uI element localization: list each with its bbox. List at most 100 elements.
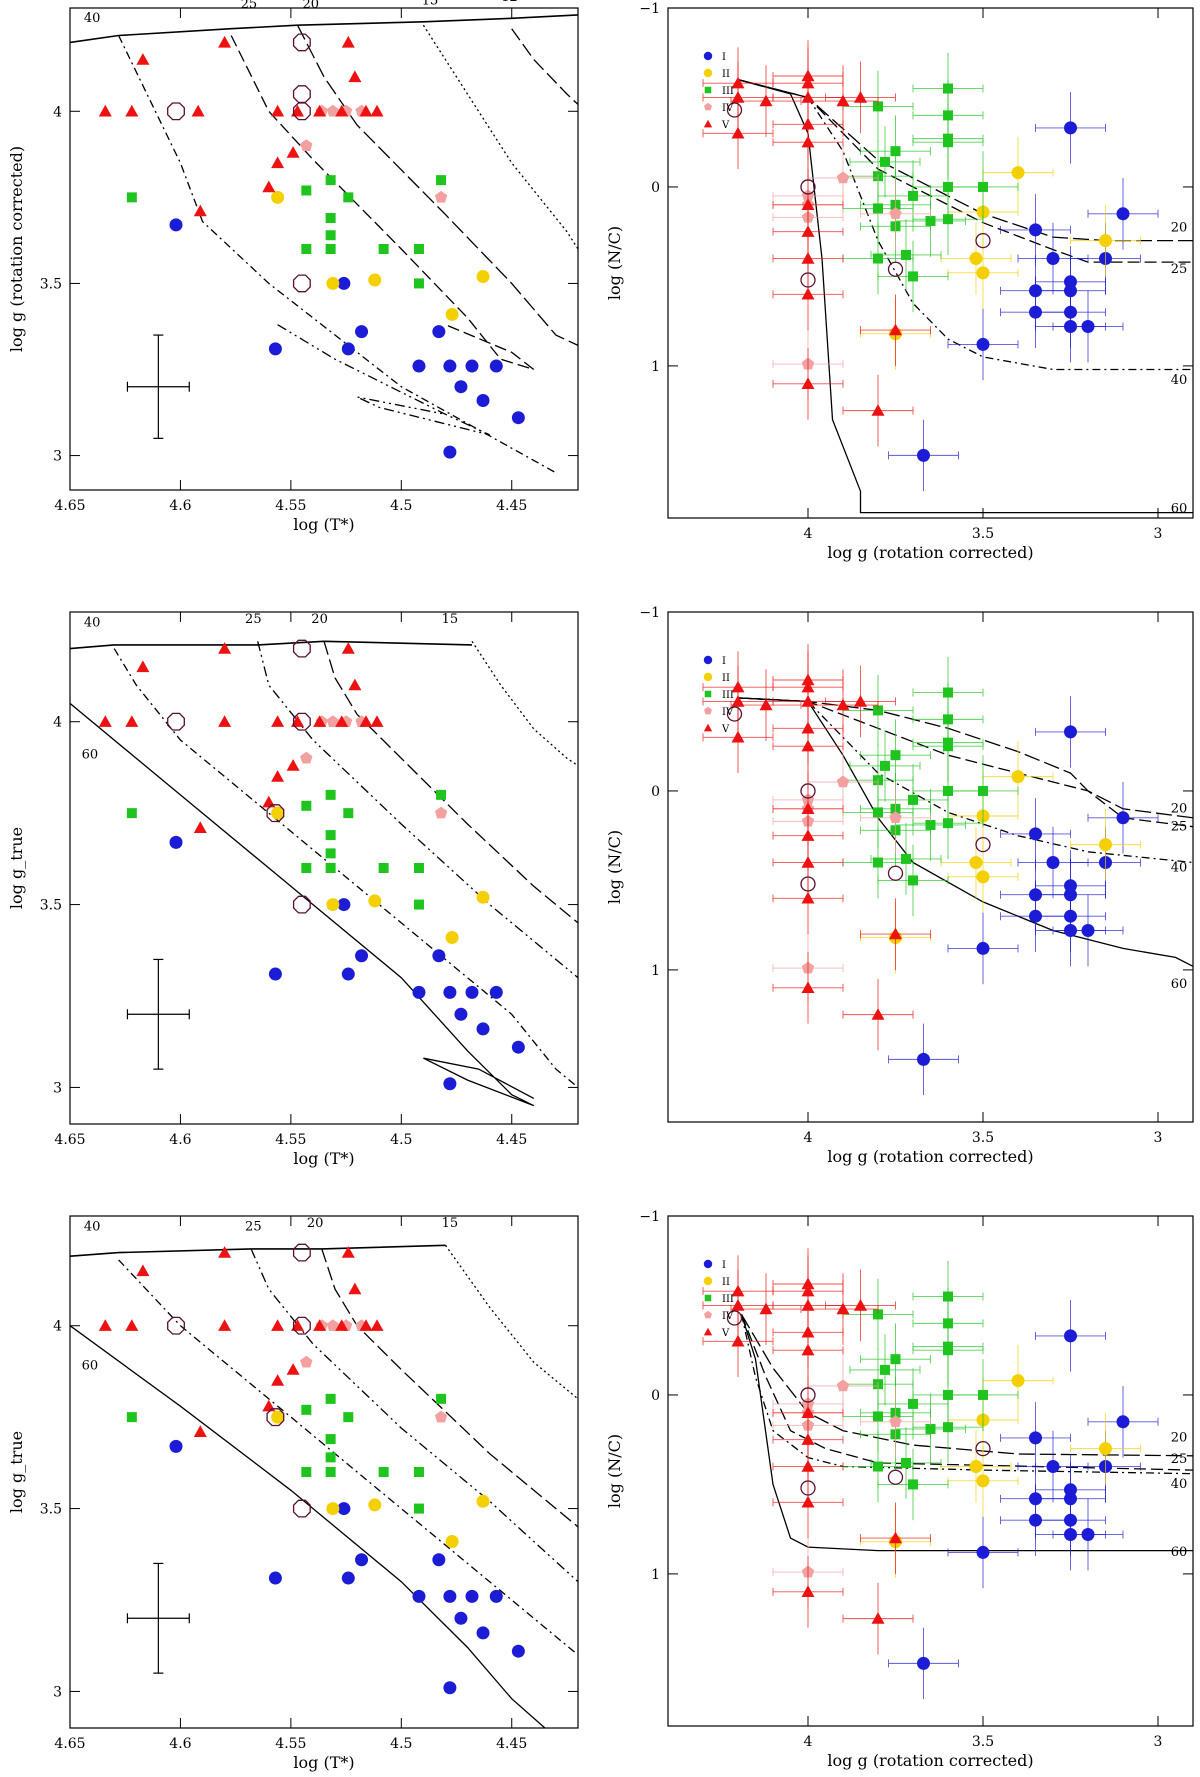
data-point: [193, 204, 207, 217]
legend-label-i: I: [722, 52, 726, 63]
data-point: [335, 1319, 349, 1331]
series-ii: [271, 806, 490, 944]
data-point: [300, 1355, 313, 1368]
y-axis-label: log g (rotation corrected): [7, 146, 26, 352]
data-point: [476, 393, 490, 407]
legend-marker-i: [703, 1259, 713, 1269]
data-point: [908, 794, 918, 805]
legend-marker-iv: [704, 1310, 712, 1319]
y-tick-label: 4: [53, 715, 62, 731]
data-point: [726, 1310, 743, 1326]
data-point: [348, 70, 362, 83]
chart-panel-3: 4.65 4.6 4.55 4.5 4.45 3 3.5 4 log (T*) log g_tru…: [7, 611, 579, 1168]
data-point: [511, 411, 525, 425]
track-25-msun: [740, 1314, 1193, 1471]
data-point: [443, 985, 457, 999]
data-point: [169, 218, 183, 232]
legend-label-i: I: [722, 656, 726, 667]
data-point: [271, 104, 285, 117]
plot-frame: [69, 7, 579, 491]
data-point: [476, 1022, 490, 1036]
legend-label-iii: III: [722, 86, 734, 97]
data-point: [337, 1502, 351, 1516]
x-tick-label: 4.55: [275, 498, 306, 514]
series-i: [169, 835, 525, 1091]
data-point: [445, 1534, 459, 1548]
track-label: 40: [1171, 1477, 1188, 1492]
data-point: [348, 1282, 362, 1295]
y-tick-label: −1: [639, 1209, 660, 1225]
track-40-msun: [113, 648, 578, 1088]
series-iii: [126, 789, 447, 910]
data-point: [413, 899, 424, 910]
data-point: [943, 687, 953, 698]
chart-panel-1: 4.65 4.6 4.55 4.5 4.45 3 3.5 4 log (T*) log g (ro…: [7, 0, 579, 534]
data-point: [854, 1299, 867, 1311]
data-point: [413, 1503, 424, 1514]
track-25-msun: [737, 78, 1193, 263]
track-label: 20: [302, 0, 319, 12]
data-point: [1064, 879, 1077, 893]
series-unclassified: [726, 102, 991, 288]
x-tick-label: 4.45: [496, 1736, 527, 1752]
data-point: [976, 337, 990, 351]
legend-marker-v: [703, 723, 713, 732]
data-point: [465, 359, 479, 373]
data-point: [436, 175, 447, 186]
data-point: [368, 273, 382, 287]
data-point: [759, 94, 773, 107]
data-point: [925, 215, 936, 226]
y-tick-label: 3: [53, 1080, 62, 1096]
chart-panel-6: 4 3.5 3 −1 0 1 log g (rotation corrected) log (…: [605, 1209, 1194, 1770]
legend-marker-ii: [703, 672, 713, 682]
data-point: [292, 712, 311, 731]
data-point: [854, 695, 867, 707]
data-point: [325, 175, 336, 186]
data-point: [880, 1364, 890, 1375]
x-tick-label: 3.5: [972, 1130, 994, 1146]
data-point: [978, 1389, 988, 1400]
y-tick-label: 3.5: [40, 898, 62, 914]
data-point: [325, 1434, 336, 1445]
data-point: [887, 261, 904, 277]
data-point: [300, 751, 313, 764]
legend-label-iv: IV: [722, 707, 734, 718]
data-point: [489, 1589, 503, 1603]
track-label: 12: [501, 0, 518, 5]
data-point: [943, 83, 953, 94]
plot-frame: [667, 611, 1194, 1123]
data-point: [880, 156, 890, 167]
data-point: [335, 715, 349, 727]
data-point: [873, 101, 883, 112]
x-tick-label: 4.6: [169, 1736, 191, 1752]
data-point: [1099, 1442, 1112, 1456]
plot-area: [70, 1243, 578, 1728]
track-label: 25: [1171, 1452, 1188, 1467]
x-tick-label: 4.5: [390, 1132, 412, 1148]
typical-error-bar: [126, 958, 190, 1070]
y-tick-label: 3: [53, 1684, 62, 1700]
data-point: [378, 244, 389, 254]
y-axis-label: log g_true: [7, 827, 26, 909]
data-point: [443, 1681, 457, 1695]
track-20-msun: [296, 24, 578, 346]
series-iv: [300, 104, 448, 203]
data-point: [432, 949, 446, 963]
data-point: [434, 806, 448, 819]
data-point: [169, 1439, 183, 1453]
x-tick-label: 4: [804, 1734, 813, 1750]
data-point: [443, 445, 457, 459]
data-point: [1064, 1329, 1077, 1343]
data-point: [325, 848, 336, 859]
data-point: [975, 836, 991, 853]
data-point: [266, 1408, 285, 1427]
y-tick-label: 4: [53, 1319, 62, 1335]
data-point: [976, 870, 990, 884]
data-point: [800, 783, 816, 799]
track-label: 40: [84, 616, 101, 631]
data-point: [1029, 1431, 1042, 1445]
data-point: [268, 1571, 282, 1585]
data-point: [368, 1498, 382, 1512]
data-point: [908, 1398, 918, 1409]
